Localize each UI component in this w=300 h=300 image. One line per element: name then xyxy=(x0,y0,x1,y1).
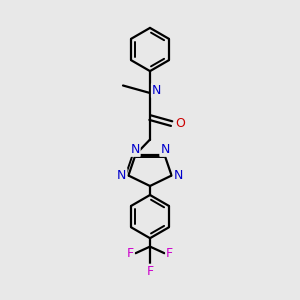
Text: N: N xyxy=(160,143,170,156)
Text: O: O xyxy=(175,117,185,130)
Text: F: F xyxy=(127,247,134,260)
Text: N: N xyxy=(152,84,161,97)
Text: N: N xyxy=(130,143,140,156)
Text: N: N xyxy=(117,169,127,182)
Text: F: F xyxy=(166,247,173,260)
Text: F: F xyxy=(146,265,154,278)
Text: N: N xyxy=(173,169,183,182)
